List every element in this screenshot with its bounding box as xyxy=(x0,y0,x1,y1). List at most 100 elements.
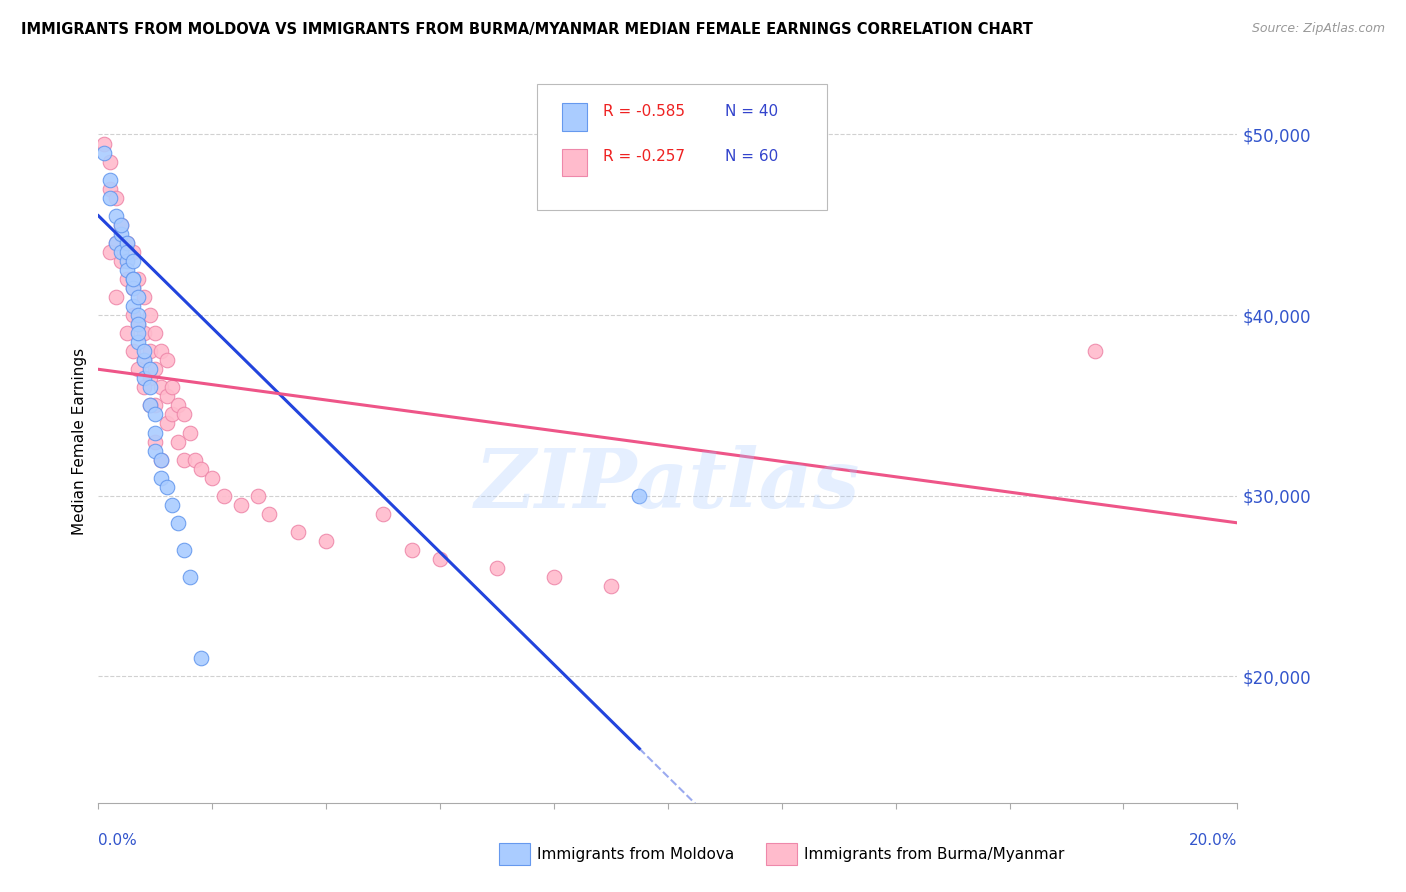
Point xyxy=(150,344,173,359)
Point xyxy=(110,218,132,232)
Point xyxy=(121,281,143,295)
Point xyxy=(167,434,190,449)
Point xyxy=(98,172,121,186)
Point xyxy=(115,326,138,341)
Point xyxy=(93,145,115,160)
Text: R = -0.257: R = -0.257 xyxy=(603,149,685,164)
FancyBboxPatch shape xyxy=(562,103,586,131)
Point xyxy=(110,227,132,241)
Point xyxy=(132,326,155,341)
Point xyxy=(98,181,121,195)
Point xyxy=(145,434,167,449)
Point xyxy=(127,362,149,376)
Point xyxy=(138,308,160,322)
Point xyxy=(162,408,184,422)
Point xyxy=(132,344,155,359)
Point xyxy=(132,353,155,368)
Point xyxy=(229,498,252,512)
Text: Immigrants from Moldova: Immigrants from Moldova xyxy=(537,847,734,862)
Point xyxy=(156,417,179,431)
Point xyxy=(138,362,160,376)
Point xyxy=(98,244,121,259)
Point xyxy=(93,136,115,151)
Point xyxy=(121,308,143,322)
Point xyxy=(162,498,184,512)
Point xyxy=(127,290,149,304)
Point xyxy=(173,408,195,422)
Point xyxy=(104,235,127,250)
FancyBboxPatch shape xyxy=(537,84,827,211)
Point xyxy=(121,272,143,286)
Point xyxy=(104,191,127,205)
Point xyxy=(150,452,173,467)
Point xyxy=(121,281,143,295)
Point xyxy=(127,317,149,331)
Point xyxy=(138,344,160,359)
Text: Source: ZipAtlas.com: Source: ZipAtlas.com xyxy=(1251,22,1385,36)
Text: ZIPatlas: ZIPatlas xyxy=(475,445,860,524)
Point xyxy=(486,561,509,575)
Point xyxy=(115,235,138,250)
Point xyxy=(138,398,160,412)
Point xyxy=(167,398,190,412)
Text: 0.0%: 0.0% xyxy=(98,833,138,848)
Point xyxy=(127,335,149,350)
Point xyxy=(1084,344,1107,359)
Text: IMMIGRANTS FROM MOLDOVA VS IMMIGRANTS FROM BURMA/MYANMAR MEDIAN FEMALE EARNINGS : IMMIGRANTS FROM MOLDOVA VS IMMIGRANTS FR… xyxy=(21,22,1033,37)
Point xyxy=(543,570,565,584)
Point xyxy=(127,326,149,341)
Point xyxy=(127,308,149,322)
Point xyxy=(173,542,195,557)
Point xyxy=(138,371,160,385)
Point xyxy=(121,344,143,359)
Point xyxy=(121,244,143,259)
Text: R = -0.585: R = -0.585 xyxy=(603,103,685,119)
Point xyxy=(600,579,623,593)
Point xyxy=(110,254,132,268)
Point xyxy=(201,471,224,485)
Point xyxy=(127,272,149,286)
Point xyxy=(145,362,167,376)
Point xyxy=(138,398,160,412)
FancyBboxPatch shape xyxy=(562,149,586,177)
Point xyxy=(429,552,451,566)
Point xyxy=(121,272,143,286)
Point xyxy=(115,254,138,268)
Point xyxy=(179,425,201,440)
Point xyxy=(121,254,143,268)
Point xyxy=(132,380,155,394)
Point xyxy=(132,353,155,368)
Point xyxy=(132,290,155,304)
Point xyxy=(150,380,173,394)
Point xyxy=(162,380,184,394)
Point xyxy=(145,443,167,458)
Text: Immigrants from Burma/Myanmar: Immigrants from Burma/Myanmar xyxy=(804,847,1064,862)
Point xyxy=(98,154,121,169)
Point xyxy=(145,326,167,341)
Point xyxy=(110,218,132,232)
Point xyxy=(287,524,309,539)
Point xyxy=(184,452,207,467)
Point xyxy=(628,489,651,503)
Point xyxy=(138,380,160,394)
Y-axis label: Median Female Earnings: Median Female Earnings xyxy=(72,348,87,535)
Point xyxy=(212,489,235,503)
Point xyxy=(150,452,173,467)
Point xyxy=(104,290,127,304)
Point xyxy=(373,507,395,521)
Point xyxy=(167,516,190,530)
Point xyxy=(401,542,423,557)
Text: N = 60: N = 60 xyxy=(725,149,778,164)
Point xyxy=(156,389,179,403)
Point xyxy=(104,235,127,250)
Text: 20.0%: 20.0% xyxy=(1189,833,1237,848)
Point xyxy=(115,244,138,259)
Point xyxy=(115,263,138,277)
Text: N = 40: N = 40 xyxy=(725,103,778,119)
Point xyxy=(156,353,179,368)
Point xyxy=(121,299,143,313)
Point xyxy=(110,244,132,259)
Point xyxy=(104,209,127,223)
Point xyxy=(145,398,167,412)
Point xyxy=(98,191,121,205)
